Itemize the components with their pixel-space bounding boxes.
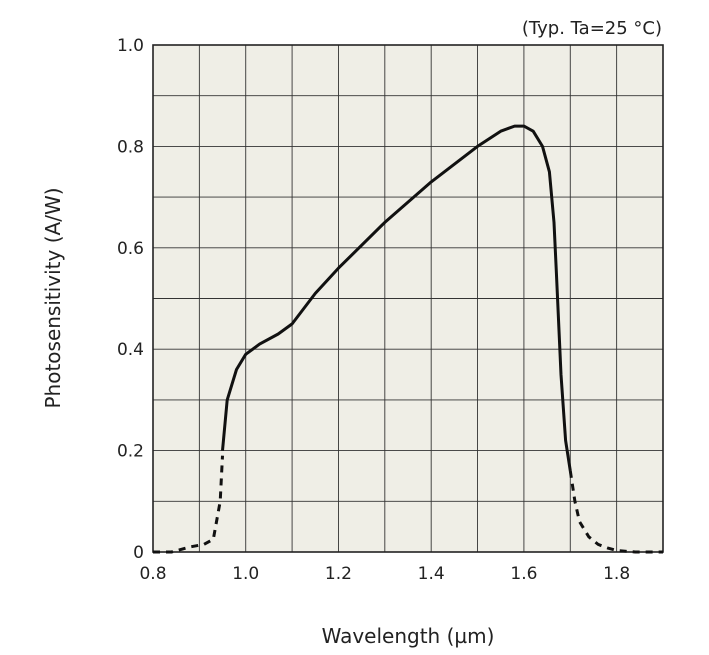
chart-annotation: (Typ. Ta=25 °C)	[522, 18, 662, 39]
y-tick-label: 0.6	[117, 239, 144, 259]
y-axis-label: Photosensitivity (A/W)	[41, 187, 65, 408]
x-tick-labels: 0.8 1.0 1.2 1.4 1.6 1.8	[139, 564, 630, 584]
horizontal-gridlines	[153, 95, 663, 502]
series-line-dashed	[568, 470, 663, 554]
y-tick-label: 0.4	[117, 340, 144, 360]
x-tick-label: 1.4	[418, 564, 445, 584]
x-tick-label: 1.6	[510, 564, 537, 584]
x-axis-label: Wavelength (µm)	[322, 624, 495, 648]
series-line-dashed	[153, 455, 224, 554]
x-tick-label: 1.2	[325, 564, 352, 584]
x-tick-label: 1.8	[603, 564, 630, 584]
y-tick-label: 0.2	[117, 442, 144, 462]
series-line-solid	[221, 124, 572, 472]
y-tick-labels: 0 0.2 0.4 0.6 0.8 1.0	[117, 36, 144, 563]
y-tick-label: 0	[133, 543, 144, 563]
x-tick-label: 0.8	[139, 564, 166, 584]
y-tick-label: 0.8	[117, 137, 144, 157]
plot-frame	[152, 44, 664, 553]
y-tick-label: 1.0	[117, 36, 144, 56]
series-layer	[153, 124, 663, 554]
x-tick-label: 1.0	[232, 564, 259, 584]
